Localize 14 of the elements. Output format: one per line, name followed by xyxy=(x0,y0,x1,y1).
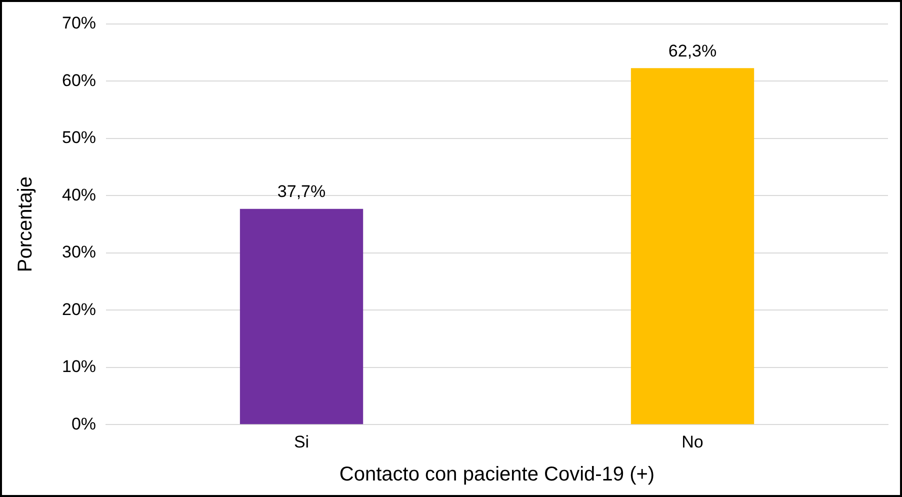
y-tick-label: 30% xyxy=(62,242,96,262)
x-axis-title: Contacto con paciente Covid-19 (+) xyxy=(339,464,655,486)
y-tick-label: 50% xyxy=(62,128,96,148)
data-label: 62,3% xyxy=(668,41,717,60)
y-tick-label: 10% xyxy=(62,357,96,376)
y-axis-title: Porcentaje xyxy=(14,176,37,272)
x-tick-label: Si xyxy=(294,432,310,452)
y-tick-label: 40% xyxy=(62,185,96,204)
y-tick-label: 20% xyxy=(62,300,96,319)
y-tick-label: 0% xyxy=(71,414,96,434)
y-tick-label: 60% xyxy=(62,70,96,90)
y-tick-label: 70% xyxy=(62,14,96,33)
x-tick-label: No xyxy=(682,432,704,452)
data-label: 37,7% xyxy=(277,182,326,202)
